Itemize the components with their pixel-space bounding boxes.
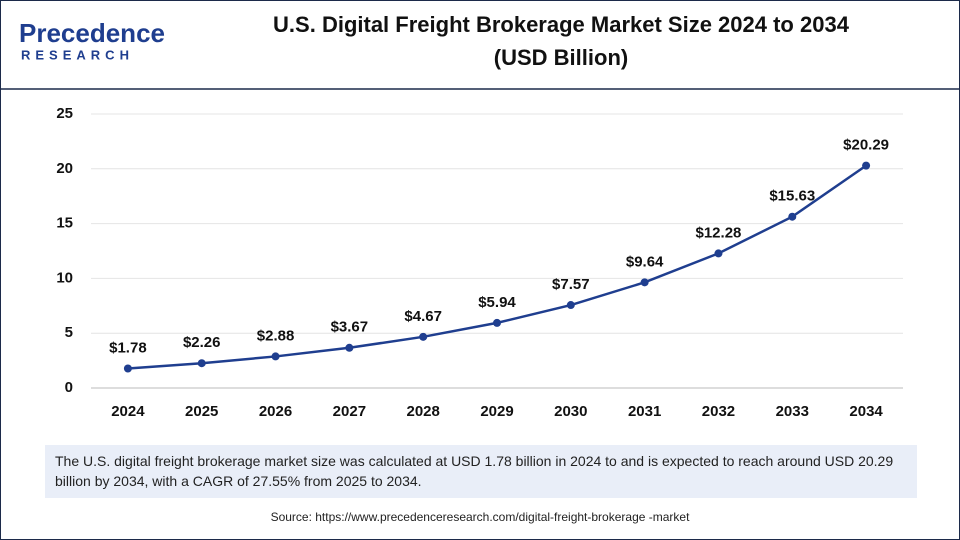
x-tick-label: 2031 — [628, 403, 661, 420]
x-tick-label: 2026 — [259, 403, 292, 420]
note: The U.S. digital freight brokerage marke… — [45, 445, 917, 498]
point — [493, 318, 501, 327]
x-tick-label: 2025 — [185, 403, 218, 420]
point — [197, 359, 206, 368]
x-tick-label: 2033 — [776, 403, 809, 420]
x-tick-label: 2034 — [849, 403, 883, 420]
point — [345, 343, 354, 352]
value-label: $4.67 — [404, 308, 442, 325]
y-tick-label: 20 — [56, 160, 73, 177]
point — [123, 364, 132, 373]
value-label: $2.88 — [257, 327, 295, 344]
point — [862, 161, 871, 170]
logo-tagline: RESEARCH — [21, 47, 134, 62]
value-label: $12.28 — [696, 224, 742, 241]
point — [714, 249, 723, 258]
chart-title: U.S. Digital Freight Brokerage Market Si… — [273, 12, 850, 37]
point — [788, 212, 797, 221]
value-label: $3.67 — [331, 319, 369, 336]
point — [640, 278, 649, 287]
y-tick-label: 0 — [65, 379, 73, 396]
x-tick-label: 2030 — [554, 403, 587, 420]
line — [127, 164, 867, 370]
value-label: $2.26 — [183, 334, 221, 351]
y-tick-label: 10 — [56, 269, 73, 286]
y-tick-label: 5 — [65, 324, 73, 341]
value-label: $5.94 — [478, 294, 516, 311]
x-tick-label: 2032 — [702, 403, 735, 420]
x-tick-label: 2029 — [480, 403, 513, 420]
point — [419, 332, 428, 341]
value-label: $20.29 — [843, 137, 889, 154]
y-tick-label: 25 — [56, 105, 73, 122]
x-tick-label: 2024 — [111, 403, 145, 420]
value-label: $1.78 — [109, 339, 147, 356]
value-label: $7.57 — [552, 276, 590, 293]
point — [271, 352, 280, 361]
source: Source: https://www.precedenceresearch.c… — [270, 510, 690, 524]
x-tick-label: 2027 — [333, 403, 366, 420]
x-tick-label: 2028 — [406, 403, 439, 420]
point — [566, 301, 575, 310]
value-label: $9.64 — [626, 253, 664, 270]
chart-title: (USD Billion) — [494, 45, 628, 70]
value-label: $15.63 — [769, 188, 815, 205]
logo-name: Precedence — [19, 18, 165, 48]
y-tick-label: 15 — [56, 215, 73, 232]
